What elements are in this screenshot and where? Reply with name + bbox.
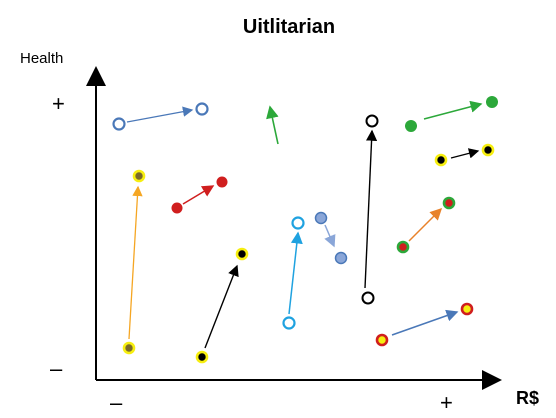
transition-sky-blue-open — [282, 216, 305, 330]
transition-green-arrow-only — [266, 105, 279, 145]
transition-yellow-black-middle — [195, 247, 249, 364]
transition-red-filled — [171, 176, 228, 214]
transition-yellow-black-top-right — [434, 143, 495, 167]
transition-green-red-center — [396, 196, 456, 254]
transition-yellow-olive-left — [122, 169, 146, 355]
transition-yellow-red-bottom — [375, 302, 474, 347]
x-axis-label: R$ — [516, 388, 539, 408]
transition-light-blue-filled — [314, 211, 348, 265]
y-axis-minus-sign: – — [50, 356, 63, 381]
diagram-title: Uitlitarian — [243, 16, 335, 38]
transition-steel-blue-top — [112, 102, 209, 131]
transition-black-open-circle — [361, 114, 379, 305]
x-axis-minus-sign: – — [110, 390, 123, 415]
x-axis-plus-sign: + — [440, 390, 453, 415]
y-axis-plus-sign: + — [52, 91, 65, 116]
y-axis-label: Health — [20, 50, 63, 67]
transition-green-filled — [405, 96, 498, 132]
